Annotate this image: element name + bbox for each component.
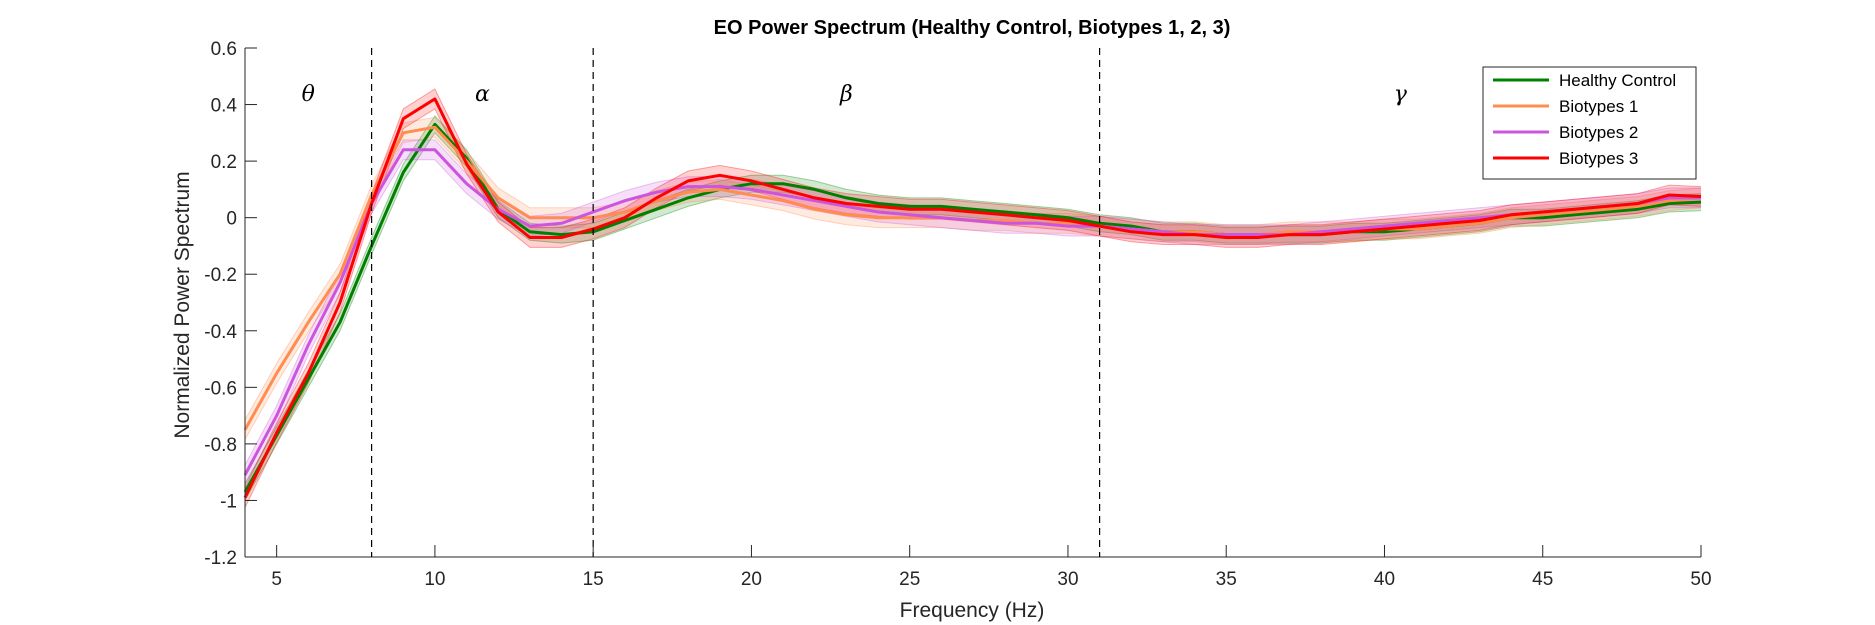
x-tick-label: 10 xyxy=(424,569,445,590)
legend-label-1: Healthy Control xyxy=(1559,71,1676,90)
y-tick-label: 0 xyxy=(226,209,237,230)
x-tick-label: 50 xyxy=(1690,569,1711,590)
y-axis-title: Normalized Power Spectrum xyxy=(171,171,194,438)
y-tick-label: 0.6 xyxy=(211,39,237,60)
chart-title: EO Power Spectrum (Healthy Control, Biot… xyxy=(714,17,1231,39)
x-tick-label: 30 xyxy=(1057,569,1078,590)
series-line-4 xyxy=(243,97,1702,499)
x-tick-label: 20 xyxy=(741,569,762,590)
error-band-series-3 xyxy=(245,139,1701,485)
band-label-4: γ xyxy=(1394,82,1408,107)
series-line-3 xyxy=(243,148,1701,476)
band-label-2: α xyxy=(475,82,490,107)
x-tick-label: 40 xyxy=(1374,569,1395,590)
band-label-1: θ xyxy=(302,82,315,107)
x-tick-label: 35 xyxy=(1216,569,1237,590)
y-tick-label: -0.2 xyxy=(204,265,237,286)
band-label-3: β xyxy=(839,82,853,107)
legend-box xyxy=(1482,66,1697,180)
legend: Healthy Control Biotypes 1 Biotypes 2 Bioty… xyxy=(1482,66,1697,180)
legend-label-4: Biotypes 3 xyxy=(1559,149,1638,168)
y-tick-label: 0.2 xyxy=(211,152,237,173)
x-axis-title: Frequency (Hz) xyxy=(900,599,1045,622)
y-tick-label: -0.4 xyxy=(204,322,237,343)
x-tick-label: 25 xyxy=(899,569,920,590)
x-tick-label: 5 xyxy=(271,569,282,590)
y-tick-label: -0.8 xyxy=(204,435,237,456)
y-tick-label: -0.6 xyxy=(204,378,237,399)
y-tick-label: -1 xyxy=(220,491,237,512)
y-tick-label: 0.4 xyxy=(211,96,238,117)
error-band-lower-series-3 xyxy=(244,159,1701,486)
x-tick-label: 45 xyxy=(1532,569,1553,590)
legend-label-3: Biotypes 2 xyxy=(1559,123,1638,142)
y-tick-label: -1.2 xyxy=(204,548,237,569)
x-tick-label: 15 xyxy=(583,569,604,590)
legend-label-2: Biotypes 1 xyxy=(1559,97,1638,116)
